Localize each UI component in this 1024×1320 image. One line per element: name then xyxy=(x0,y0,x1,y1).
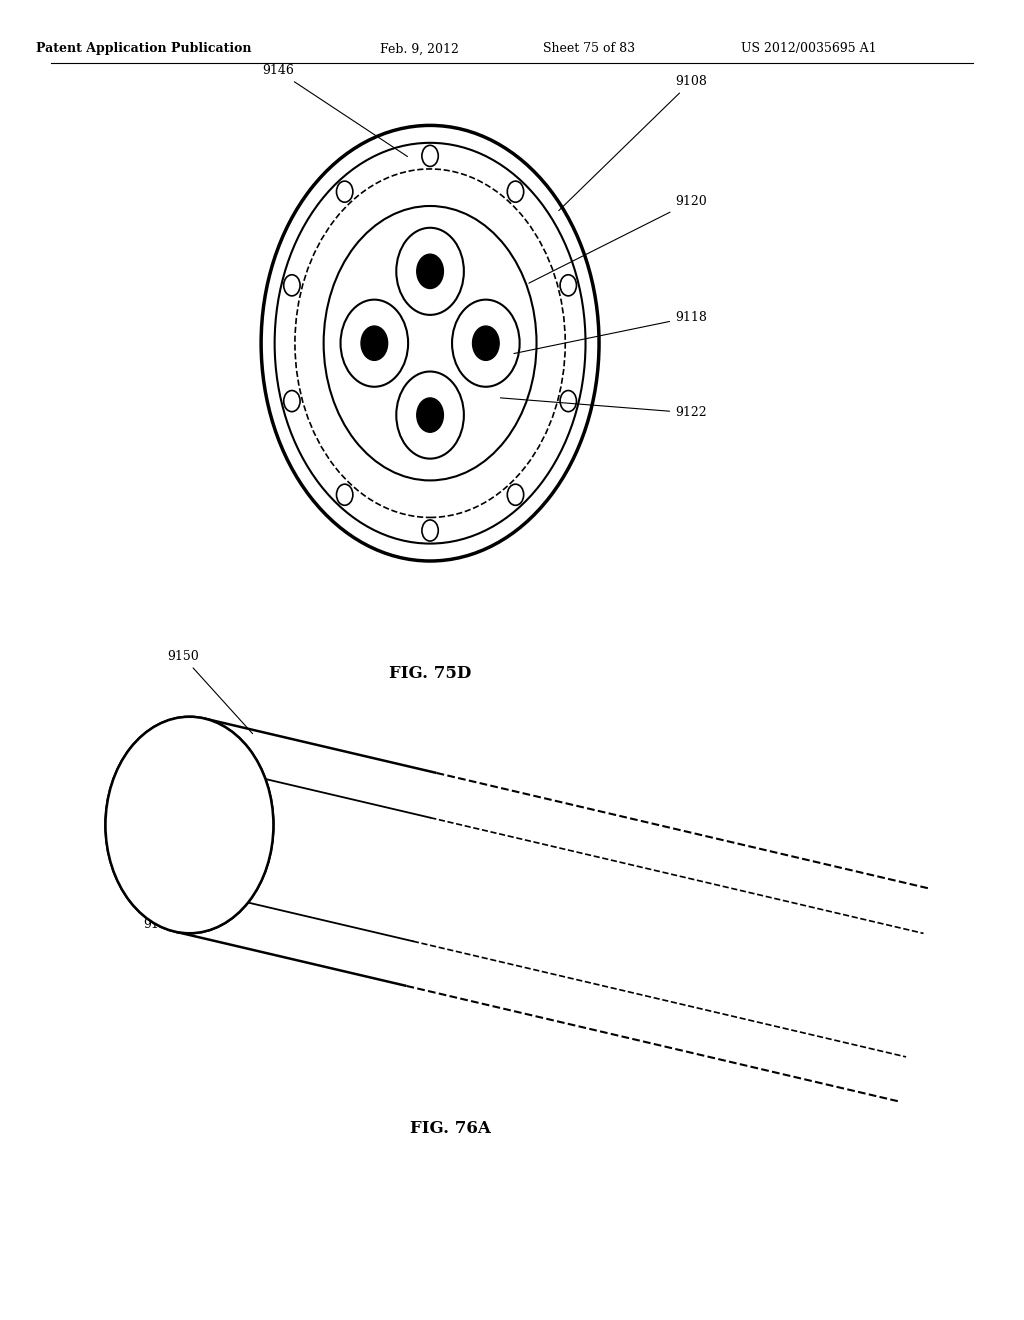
Text: Sheet 75 of 83: Sheet 75 of 83 xyxy=(543,42,635,55)
Text: 9152: 9152 xyxy=(143,842,198,931)
Text: 9150: 9150 xyxy=(167,649,253,734)
Text: Patent Application Publication: Patent Application Publication xyxy=(36,42,251,55)
Text: 9118: 9118 xyxy=(514,310,707,354)
Text: 9120: 9120 xyxy=(528,195,707,284)
Circle shape xyxy=(361,326,388,360)
Text: 9122: 9122 xyxy=(501,397,707,420)
Text: FIG. 75D: FIG. 75D xyxy=(389,665,471,681)
Circle shape xyxy=(417,397,443,432)
Text: FIG. 76A: FIG. 76A xyxy=(411,1121,490,1137)
Circle shape xyxy=(105,717,273,933)
Circle shape xyxy=(472,326,499,360)
Text: 9108: 9108 xyxy=(559,75,707,211)
Text: US 2012/0035695 A1: US 2012/0035695 A1 xyxy=(741,42,877,55)
Circle shape xyxy=(105,717,273,933)
Circle shape xyxy=(417,255,443,289)
Text: Feb. 9, 2012: Feb. 9, 2012 xyxy=(380,42,460,55)
Text: 9146: 9146 xyxy=(262,65,408,157)
